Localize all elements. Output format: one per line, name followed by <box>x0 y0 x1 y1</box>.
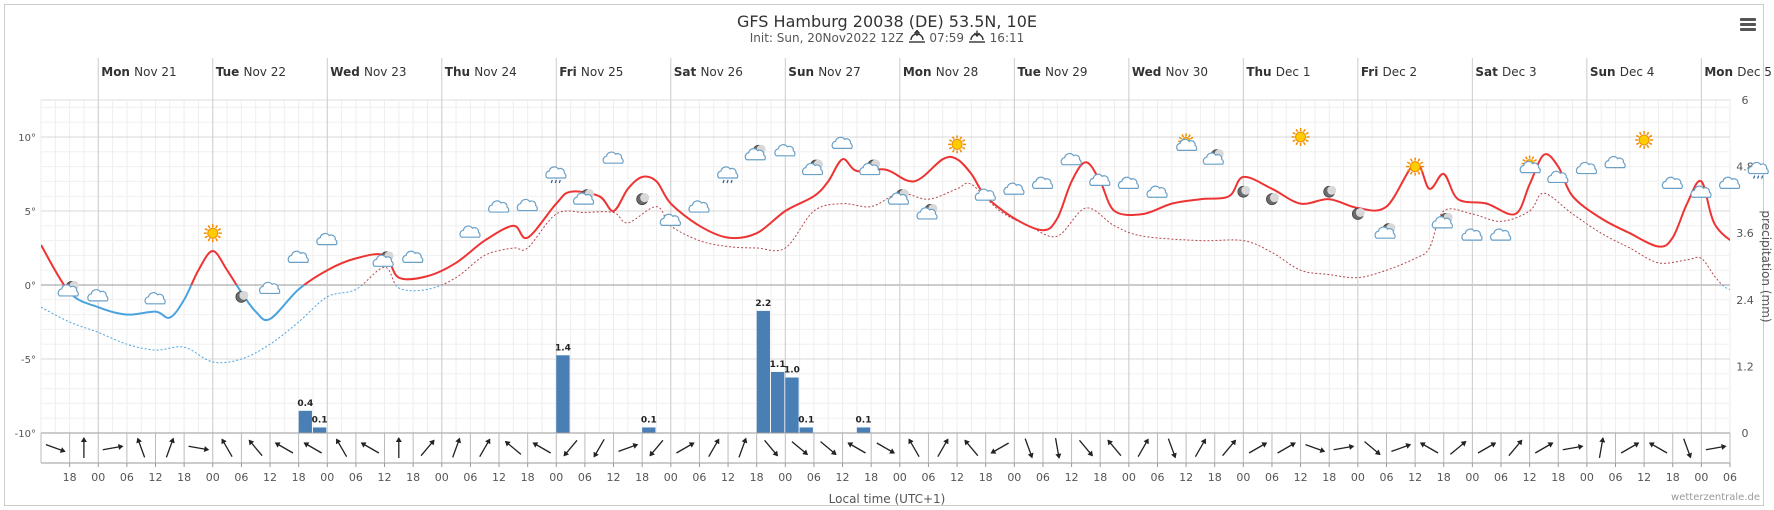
sunset-time: 16:11 <box>989 31 1025 45</box>
x-axis-title: Local time (UTC+1) <box>828 492 946 506</box>
chart-title: GFS Hamburg 20038 (DE) 53.5N, 10E <box>736 12 1038 31</box>
sunrise-icon <box>908 29 925 43</box>
sunrise-time: 07:59 <box>929 31 965 45</box>
hamburger-menu-icon[interactable] <box>1740 18 1756 32</box>
chart-frame <box>4 4 1764 506</box>
credit-text: wetterzentrale.de <box>1671 492 1760 503</box>
sunset-icon <box>968 30 985 43</box>
init-label: Init: Sun, 20Nov2022 12Z <box>749 31 904 45</box>
chart-subtitle: Init: Sun, 20Nov2022 12Z 07:59 16:11 <box>0 29 1774 45</box>
